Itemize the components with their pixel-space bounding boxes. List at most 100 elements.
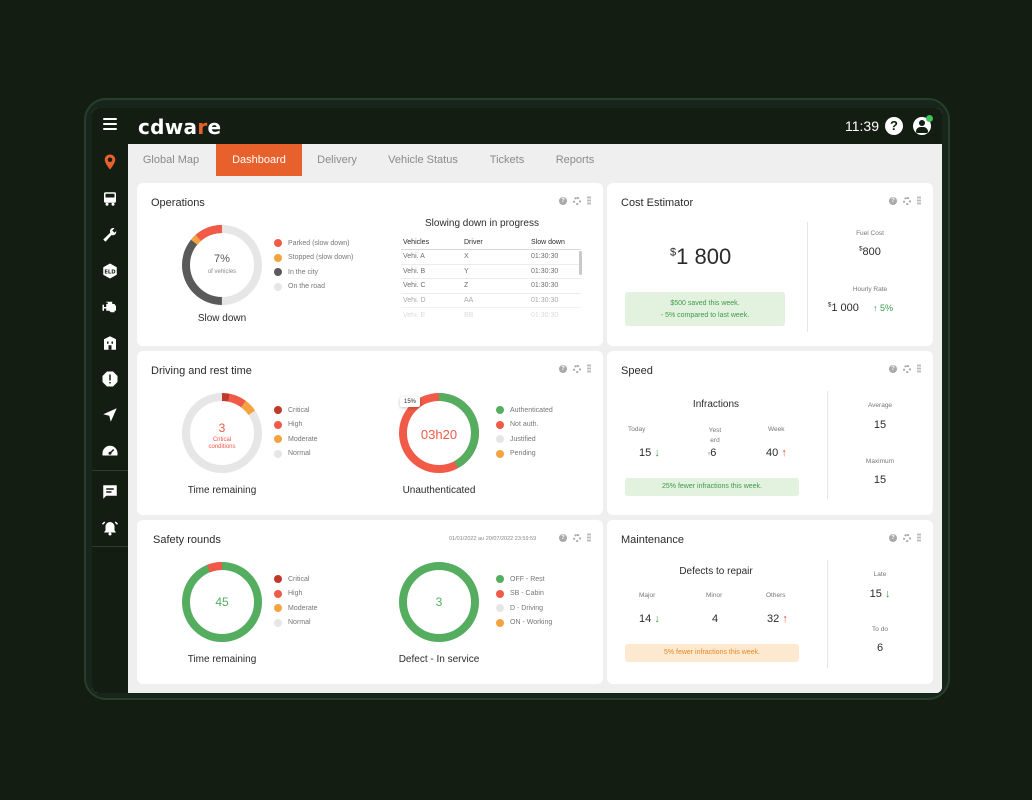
legend-item: Normal	[274, 447, 318, 462]
table-row[interactable]: Vehi. D AA 01:30:30	[401, 294, 581, 309]
date-range[interactable]: 01/01/2022 au 20/07/2022 23:59:59	[449, 536, 537, 542]
drag-handle-icon[interactable]	[587, 196, 591, 205]
todo-value: 6	[876, 642, 884, 654]
cost-estimator-card: Cost Estimator ? $1 800 $500 saved this …	[607, 183, 933, 346]
drag-handle-icon[interactable]	[917, 364, 921, 373]
gear-icon[interactable]	[903, 364, 911, 373]
operations-donut	[182, 225, 262, 305]
tab-global-map[interactable]: Global Map	[142, 154, 200, 166]
driving-donut-value: 3	[218, 421, 226, 435]
hourly-rate-label: Hourly Rate	[852, 286, 888, 293]
legend-item: Normal	[274, 616, 318, 631]
help-icon[interactable]: ?	[889, 196, 897, 205]
building-icon[interactable]	[92, 325, 128, 361]
table-row[interactable]: Vehi. E BB 01:30:30	[403, 312, 559, 320]
defects-donut-value: 3	[435, 595, 443, 609]
minor-value: 4	[712, 613, 719, 625]
arrow-up-icon: ↑	[781, 447, 787, 459]
gear-icon[interactable]	[903, 196, 911, 205]
location-pin-icon[interactable]	[92, 144, 128, 180]
slowing-table-title: Slowing down in progress	[425, 218, 539, 229]
maximum-label: Maximum	[865, 458, 895, 465]
legend-item: In the city	[274, 265, 353, 280]
major-value: 14 ↓	[639, 613, 660, 625]
table-row[interactable]: Vehi. A X 01:30:30	[401, 250, 581, 265]
gear-icon[interactable]	[903, 533, 911, 542]
tab-vehicle-status[interactable]: Vehicle Status	[388, 154, 458, 166]
help-icon[interactable]: ?	[559, 533, 567, 542]
speedometer-icon[interactable]	[92, 433, 128, 469]
card-title: Speed	[621, 365, 653, 377]
card-title: Operations	[151, 197, 205, 209]
gear-icon[interactable]	[573, 196, 581, 205]
table-row[interactable]: Vehi. C Z 01:30:30	[401, 279, 581, 294]
speed-card: Speed ? Infractions Today 15 ↓ Yest erd ᵒ…	[607, 351, 933, 515]
eld-icon[interactable]: ELD	[92, 253, 128, 289]
arrow-up-icon: ↑	[873, 303, 878, 313]
gear-icon[interactable]	[573, 533, 581, 542]
drag-handle-icon[interactable]	[587, 364, 591, 373]
drag-handle-icon[interactable]	[917, 533, 921, 542]
svg-text:ELD: ELD	[104, 269, 116, 275]
help-icon[interactable]: ?	[889, 364, 897, 373]
tab-reports[interactable]: Reports	[555, 154, 595, 166]
legend-item: D - Driving	[496, 601, 552, 616]
legend-item: Critical	[274, 403, 318, 418]
arrow-down-icon: ↓	[884, 588, 891, 600]
operations-donut-label: Slow down	[197, 313, 247, 324]
authentication-donut-label: Unauthenticated	[402, 485, 476, 496]
gear-icon[interactable]	[573, 364, 581, 373]
truck-icon[interactable]	[92, 181, 128, 217]
defects-legend: OFF - Rest SB - Cabin D - Driving ON - W…	[496, 572, 552, 630]
average-label: Average	[867, 402, 893, 409]
fuel-cost-label: Fuel Cost	[856, 230, 884, 237]
alarm-icon[interactable]	[92, 510, 128, 546]
late-label: Late	[873, 571, 887, 578]
driving-donut	[182, 393, 262, 473]
legend-item: Justified	[496, 432, 553, 447]
operations-card: Operations ? 7% of vehicles Slow down Pa…	[137, 183, 603, 346]
legend-item: Authenticated	[496, 403, 553, 418]
yesterday-label: Yest erd	[708, 427, 722, 444]
help-icon[interactable]: ?	[885, 117, 903, 135]
defects-subtitle: Defects to repair	[679, 566, 753, 577]
tab-delivery[interactable]: Delivery	[317, 154, 357, 166]
legend-item: On the road	[274, 280, 353, 295]
chat-icon[interactable]	[92, 474, 128, 510]
drag-handle-icon[interactable]	[587, 533, 591, 542]
tab-dashboard[interactable]: Dashboard	[216, 144, 302, 176]
table-scrollbar[interactable]	[579, 251, 582, 275]
help-icon[interactable]: ?	[559, 364, 567, 373]
cost-savings-badge: $500 saved this week. - 5% compared to la…	[625, 292, 785, 326]
hourly-rate-value: $1 000	[828, 302, 859, 314]
legend-item: Parked (slow down)	[274, 236, 353, 251]
legend-item: Not auth.	[496, 418, 553, 433]
table-row[interactable]: Vehi. B Y 01:30:30	[401, 265, 581, 280]
alert-hexagon-icon[interactable]	[92, 361, 128, 397]
navigation-arrow-icon[interactable]	[92, 397, 128, 433]
tab-tickets[interactable]: Tickets	[489, 154, 525, 166]
drag-handle-icon[interactable]	[917, 196, 921, 205]
week-label: Week	[768, 426, 785, 433]
percent-badge: 15%	[400, 397, 421, 407]
defects-note: 5% fewer infractions this week.	[625, 644, 799, 662]
arrow-down-icon: ↓	[654, 613, 660, 625]
sidebar-divider	[92, 470, 128, 471]
authentication-donut-value: 03h20	[420, 427, 458, 442]
card-title: Safety rounds	[153, 534, 221, 546]
menu-icon[interactable]	[103, 118, 117, 132]
defects-donut	[399, 562, 479, 642]
safety-donut-label: Time remaining	[187, 654, 257, 665]
wrench-icon[interactable]	[92, 217, 128, 253]
legend-item: SB - Cabin	[496, 587, 552, 602]
legend-item: Critical	[274, 572, 318, 587]
engine-icon[interactable]	[92, 289, 128, 325]
legend-item: Stopped (slow down)	[274, 251, 353, 266]
help-icon[interactable]: ?	[559, 196, 567, 205]
help-icon[interactable]: ?	[889, 533, 897, 542]
user-avatar-icon[interactable]	[913, 115, 933, 135]
tab-bar: Global Map Dashboard Delivery Vehicle St…	[128, 144, 942, 176]
operations-donut-sub: of vehicles	[207, 269, 237, 275]
legend-item: OFF - Rest	[496, 572, 552, 587]
sidebar-divider	[92, 546, 128, 547]
